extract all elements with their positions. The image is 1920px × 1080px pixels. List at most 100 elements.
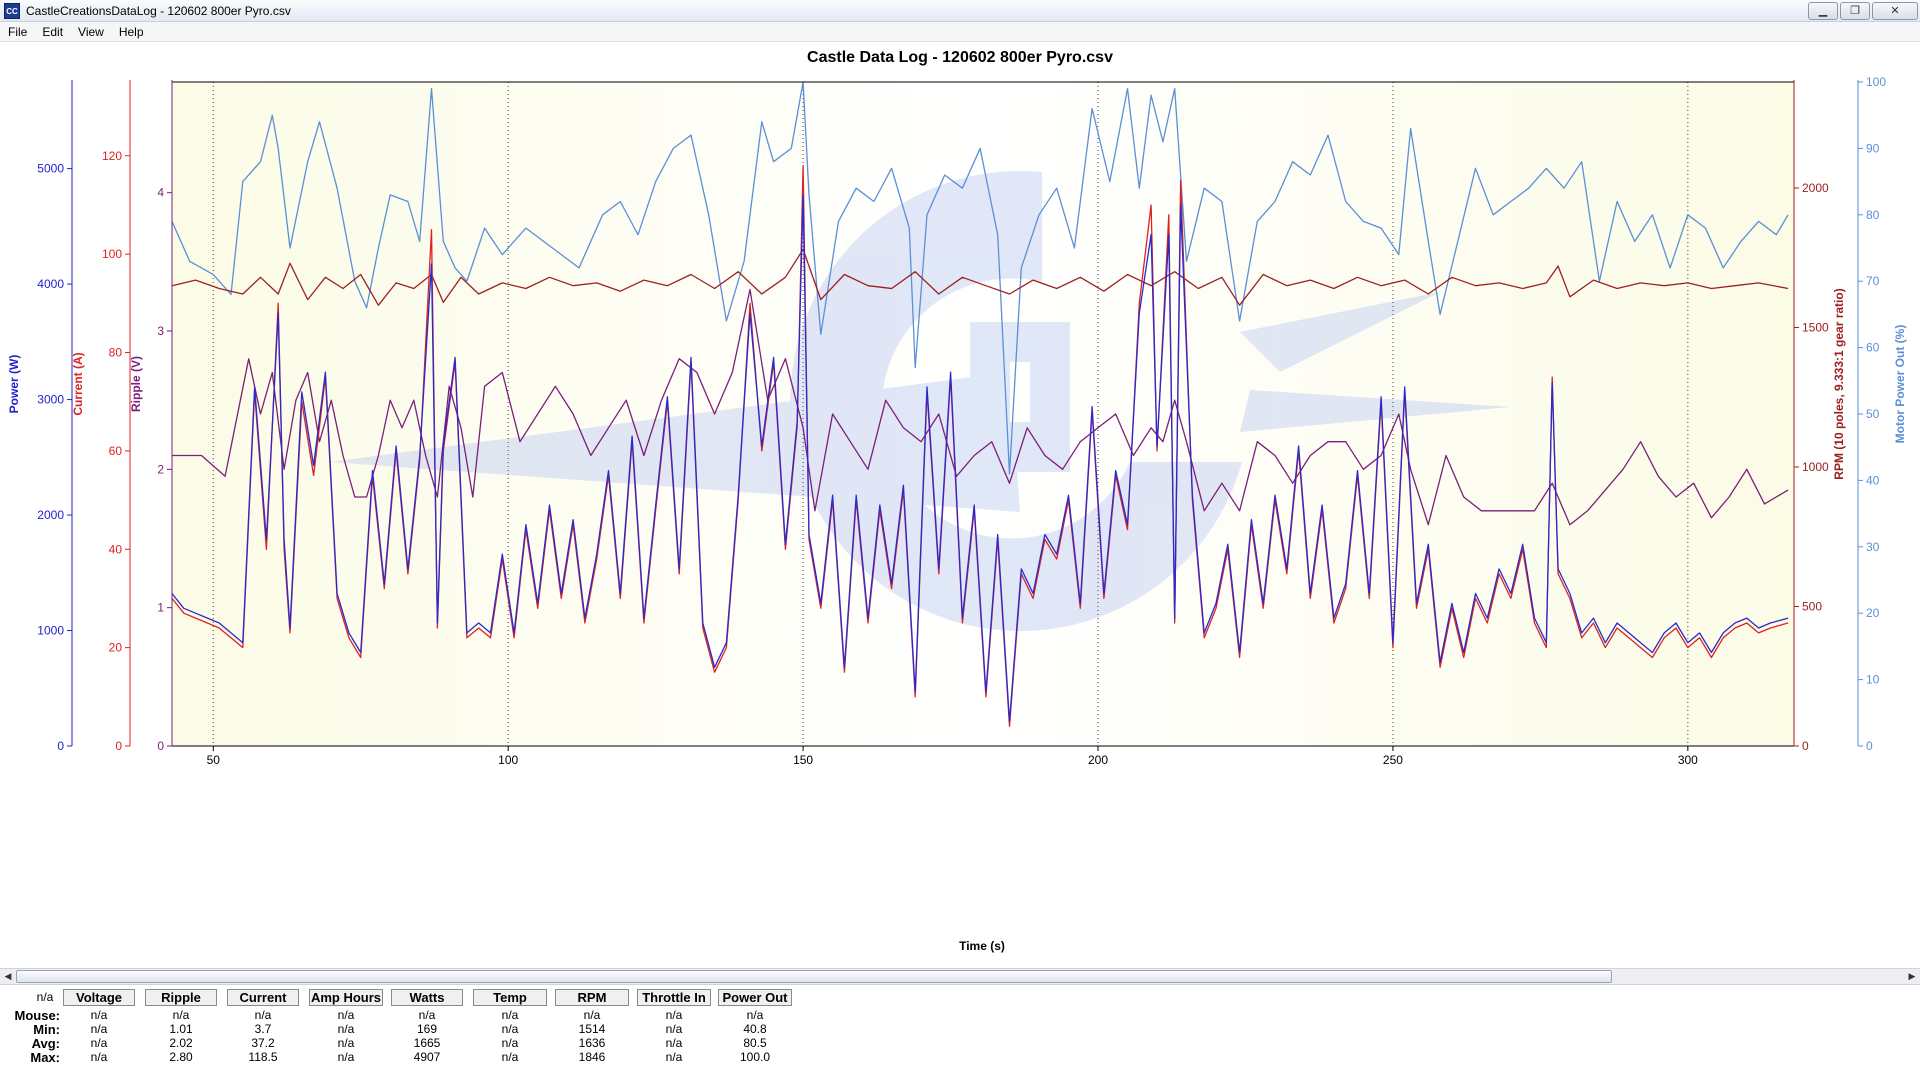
rpm-tick-label: 0 bbox=[1802, 739, 1809, 753]
grid-lines bbox=[212, 82, 1689, 746]
series-line-current-4 bbox=[171, 194, 1789, 723]
current-tick-label: 40 bbox=[109, 542, 123, 556]
horizontal-scrollbar[interactable]: ◀ ▶ bbox=[0, 968, 1920, 985]
ripple-tick-label: 0 bbox=[157, 739, 164, 753]
powerout-tick-label: 30 bbox=[1866, 540, 1880, 554]
stat-max-rpm: 1846 bbox=[578, 1050, 606, 1064]
stats-table: n/a Voltage Ripple Current Amp Hours Wat… bbox=[0, 985, 1920, 1080]
powerout-tick-label: 80 bbox=[1866, 208, 1880, 222]
ripple-tick-label: 4 bbox=[157, 186, 164, 200]
stats-row-avg: Avg: n/a 2.02 37.2 n/a 1665 n/a 1636 n/a 80.5 bbox=[0, 1035, 1920, 1052]
ripple-axis-label: Ripple (V) bbox=[129, 356, 143, 412]
scroll-right-icon[interactable]: ▶ bbox=[1908, 971, 1916, 981]
header-watts: Watts bbox=[391, 989, 463, 1006]
menu-bar: File Edit View Help bbox=[0, 22, 1920, 42]
stat-mouse-throttle-in: n/a bbox=[665, 1008, 683, 1022]
stats-corner: n/a bbox=[36, 990, 54, 1004]
x-axis-label: Time (s) bbox=[959, 939, 1005, 953]
stat-min-ripple: 1.01 bbox=[169, 1022, 193, 1036]
stat-max-throttle-in: n/a bbox=[665, 1050, 683, 1064]
castle-logo-watermark bbox=[330, 170, 1510, 631]
menu-help[interactable]: Help bbox=[118, 25, 144, 39]
stat-min-current: 3.7 bbox=[254, 1022, 272, 1036]
close-button[interactable]: ✕ bbox=[1872, 2, 1918, 20]
current-tick-label: 80 bbox=[109, 346, 123, 360]
stats-row-label: Avg: bbox=[31, 1036, 60, 1051]
stat-avg-amp-hours: n/a bbox=[337, 1036, 355, 1050]
scroll-thumb[interactable] bbox=[16, 970, 1612, 983]
series-line-rpm-1 bbox=[171, 248, 1789, 306]
menu-file[interactable]: File bbox=[8, 25, 28, 39]
powerout-tick-label: 20 bbox=[1866, 606, 1880, 620]
power-tick-label: 5000 bbox=[37, 162, 64, 176]
maximize-button[interactable]: ❐ bbox=[1840, 2, 1870, 20]
rpm-tick-label: 500 bbox=[1802, 600, 1822, 614]
power-tick-label: 0 bbox=[57, 739, 64, 753]
stat-max-temp: n/a bbox=[501, 1050, 519, 1064]
rpm-axis-label: RPM (10 poles, 9.333:1 gear ratio) bbox=[1832, 288, 1846, 479]
powerout-tick-label: 60 bbox=[1866, 341, 1880, 355]
ripple-tick-label: 3 bbox=[157, 324, 164, 338]
x-tick-label: 200 bbox=[1088, 753, 1108, 767]
stats-row-mouse: Mouse: n/a n/a n/a n/a n/a n/a n/a n/a n/a bbox=[0, 1007, 1920, 1024]
chart-area[interactable]: 50 100 150 200 250 300 0 1000 2000 3000 4000 5000 Po… bbox=[0, 42, 1920, 968]
stat-avg-current: 37.2 bbox=[251, 1036, 275, 1050]
data-log-chart[interactable]: 50 100 150 200 250 300010002000300040005000Po… bbox=[0, 42, 1920, 968]
window-title: CastleCreationsDataLog - 120602 800er Py… bbox=[26, 4, 291, 18]
stat-mouse-voltage: n/a bbox=[90, 1008, 108, 1022]
rpm-tick-label: 2000 bbox=[1802, 181, 1829, 195]
ripple-tick-label: 1 bbox=[157, 601, 164, 615]
stat-avg-rpm: 1636 bbox=[578, 1036, 606, 1050]
stat-mouse-watts: n/a bbox=[418, 1008, 436, 1022]
powerout-tick-label: 0 bbox=[1866, 739, 1873, 753]
ripple-tick-label: 2 bbox=[157, 462, 164, 476]
x-tick-label: 150 bbox=[793, 753, 813, 767]
current-axis-label: Current (A) bbox=[71, 352, 85, 415]
window-controls: ▁ ❐ ✕ bbox=[1808, 2, 1918, 20]
power-tick-label: 3000 bbox=[37, 393, 64, 407]
powerout-tick-label: 100 bbox=[1866, 75, 1886, 89]
current-tick-label: 100 bbox=[102, 247, 122, 261]
power-tick-label: 2000 bbox=[37, 508, 64, 522]
stat-min-temp: n/a bbox=[501, 1022, 519, 1036]
current-tick-label: 0 bbox=[115, 739, 122, 753]
x-tick-label: 300 bbox=[1678, 753, 1698, 767]
menu-edit[interactable]: Edit bbox=[42, 25, 64, 39]
menu-view[interactable]: View bbox=[78, 25, 104, 39]
power-tick-label: 4000 bbox=[37, 277, 64, 291]
header-current: Current bbox=[227, 989, 299, 1006]
data-series bbox=[171, 81, 1789, 727]
header-ripple: Ripple bbox=[145, 989, 217, 1006]
powerout-tick-label: 90 bbox=[1866, 141, 1880, 155]
app-logo-icon: CC bbox=[4, 3, 20, 19]
stat-min-amp-hours: n/a bbox=[337, 1022, 355, 1036]
minimize-button[interactable]: ▁ bbox=[1808, 2, 1838, 20]
powerout-tick-label: 10 bbox=[1866, 673, 1880, 687]
current-tick-label: 60 bbox=[109, 444, 123, 458]
stat-mouse-amp-hours: n/a bbox=[337, 1008, 355, 1022]
stat-mouse-current: n/a bbox=[254, 1008, 272, 1022]
stats-row-label: Min: bbox=[33, 1022, 60, 1037]
stat-avg-temp: n/a bbox=[501, 1036, 519, 1050]
stat-min-power-out: 40.8 bbox=[743, 1022, 767, 1036]
stat-mouse-ripple: n/a bbox=[172, 1008, 190, 1022]
stat-max-power-out: 100.0 bbox=[739, 1050, 771, 1064]
powerout-tick-label: 40 bbox=[1866, 473, 1880, 487]
stat-avg-voltage: n/a bbox=[90, 1036, 108, 1050]
rpm-tick-label: 1000 bbox=[1802, 460, 1829, 474]
header-power-out: Power Out bbox=[718, 989, 792, 1006]
current-tick-label: 20 bbox=[109, 641, 123, 655]
stat-max-amp-hours: n/a bbox=[337, 1050, 355, 1064]
rpm-tick-label: 1500 bbox=[1802, 321, 1829, 335]
title-bar: CC CastleCreationsDataLog - 120602 800er… bbox=[0, 0, 1920, 22]
stat-avg-throttle-in: n/a bbox=[665, 1036, 683, 1050]
axes: 50 100 150 200 250 300010002000300040005000Po… bbox=[7, 75, 1907, 767]
stat-mouse-rpm: n/a bbox=[583, 1008, 601, 1022]
powerout-tick-label: 50 bbox=[1866, 407, 1880, 421]
x-tick-label: 50 bbox=[207, 753, 221, 767]
chart-title: Castle Data Log - 120602 800er Pyro.csv bbox=[807, 49, 1113, 66]
scroll-left-icon[interactable]: ◀ bbox=[4, 971, 12, 981]
stat-min-voltage: n/a bbox=[90, 1022, 108, 1036]
stats-row-max: Max: n/a 2.80 118.5 n/a 4907 n/a 1846 n/a 100.0 bbox=[0, 1049, 1920, 1066]
